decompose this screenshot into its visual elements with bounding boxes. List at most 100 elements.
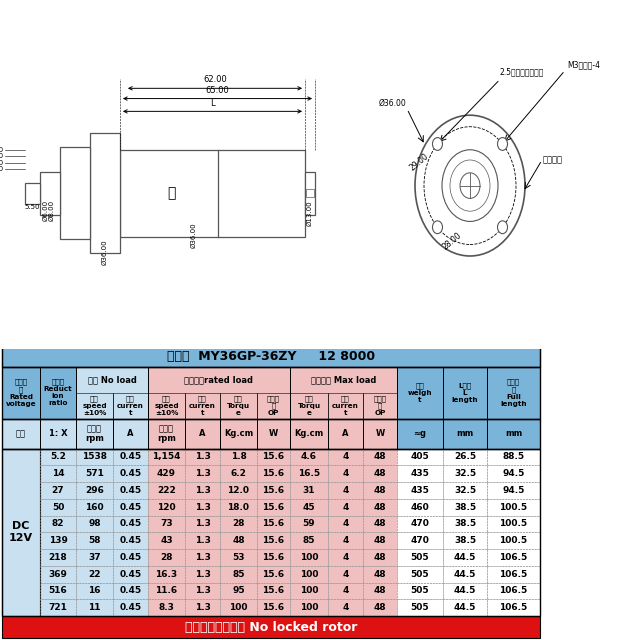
Bar [113,393,148,419]
Bar [397,482,443,499]
Bar [113,599,148,616]
Text: 100.5: 100.5 [499,536,527,545]
Bar [220,599,257,616]
Bar [76,367,148,393]
Text: 45: 45 [303,502,316,511]
Bar [185,482,220,499]
Bar [76,499,113,516]
Bar [257,549,290,566]
Bar [2,616,540,638]
Bar [185,516,220,532]
Text: 15.00: 15.00 [0,159,3,166]
Bar [40,599,76,616]
Bar [257,566,290,582]
Bar [257,449,290,465]
Bar [76,465,113,482]
Text: 48: 48 [374,603,387,612]
Bar [397,499,443,516]
Bar [363,566,397,582]
Text: 405: 405 [411,452,429,461]
Text: Ø13.00: Ø13.00 [307,201,313,227]
Bar [257,499,290,516]
Bar [328,393,363,419]
Text: 单位: 单位 [16,429,26,438]
Bar [76,449,113,465]
Bar [220,516,257,532]
Bar [90,133,120,253]
Text: 100: 100 [300,603,318,612]
Text: 0.45: 0.45 [120,469,141,478]
Text: 65.00: 65.00 [205,86,229,95]
Bar [220,599,257,616]
Text: 48: 48 [374,486,387,495]
Bar [328,516,363,532]
Bar [443,367,487,419]
Bar [363,393,397,419]
Bar [328,419,363,449]
Bar [443,532,487,549]
Text: 5.50: 5.50 [25,204,40,210]
Bar [257,532,290,549]
Bar [148,393,185,419]
Text: 4: 4 [342,452,349,461]
Bar [290,599,328,616]
Bar [328,449,363,465]
Bar [185,499,220,516]
Text: 15.6: 15.6 [262,603,285,612]
Bar [328,499,363,516]
Text: 94.5: 94.5 [502,486,525,495]
Bar [443,419,487,449]
Bar [290,566,328,582]
Text: 43: 43 [160,536,173,545]
Text: 48: 48 [374,469,387,478]
Bar [40,549,76,566]
Bar [290,419,328,449]
Text: 429: 429 [157,469,176,478]
Text: 1.3: 1.3 [195,520,211,529]
Bar [487,482,540,499]
Text: 15.6: 15.6 [262,570,285,579]
Text: 额定负载rated load: 额定负载rated load [184,375,253,384]
Text: Ø36.00: Ø36.00 [191,223,197,248]
Text: 4: 4 [342,469,349,478]
Text: 19.50: 19.50 [0,147,3,153]
Text: M3安装孔-4: M3安装孔-4 [567,60,600,69]
Text: 53: 53 [232,553,244,562]
Bar [328,566,363,582]
Bar [397,532,443,549]
Bar [257,599,290,616]
Text: 1: X: 1: X [49,429,67,438]
Text: 扭矩
Torqu
e: 扭矩 Torqu e [227,396,250,416]
Bar [397,499,443,516]
Bar [443,532,487,549]
Text: 470: 470 [411,536,429,545]
Bar [148,393,185,419]
Bar [40,532,76,549]
Text: 电: 电 [168,186,176,200]
Text: 0.45: 0.45 [120,586,141,595]
Bar [148,419,185,449]
Bar [443,599,487,616]
Text: 505: 505 [411,570,429,579]
Text: L: L [210,99,215,108]
Bar [113,419,148,449]
Bar [113,532,148,549]
Bar [397,532,443,549]
Bar [148,516,185,532]
Bar [443,449,487,465]
Bar [40,549,76,566]
Text: 106.5: 106.5 [499,570,527,579]
Bar [40,449,76,465]
Text: 160: 160 [85,502,104,511]
Bar [185,549,220,566]
Text: 100: 100 [300,570,318,579]
Text: 16.3: 16.3 [156,570,177,579]
Bar [257,393,290,419]
Bar [487,419,540,449]
Bar [328,582,363,599]
Bar [220,566,257,582]
Bar [397,599,443,616]
Bar [257,599,290,616]
Bar [443,566,487,582]
Bar [185,516,220,532]
